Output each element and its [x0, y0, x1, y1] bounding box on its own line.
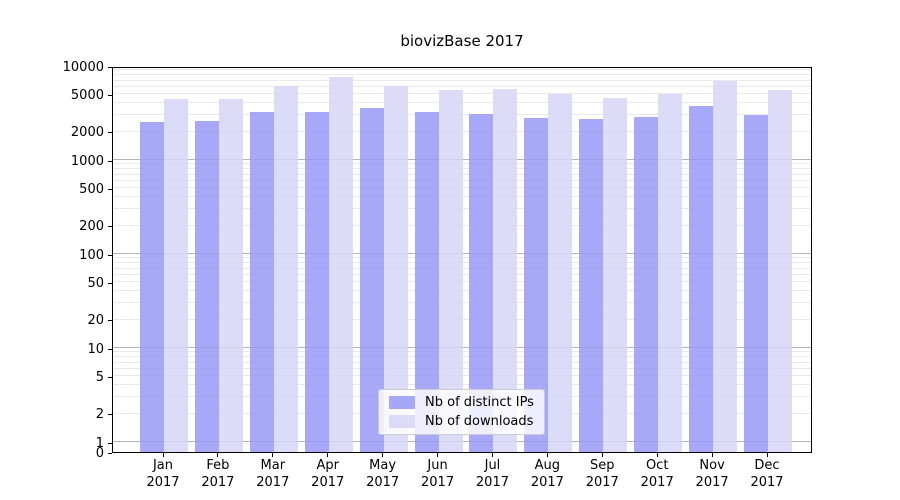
x-tick: [491, 453, 493, 457]
y-tick: [108, 414, 112, 416]
y-tick: [108, 320, 112, 322]
legend-item-distinct-ips: Nb of distinct IPs: [389, 395, 534, 410]
x-tick: [656, 453, 658, 457]
y-tick: [108, 132, 112, 134]
bar-downloads-feb: [218, 99, 243, 452]
gridline-minor: [113, 79, 811, 81]
x-tick-label-mar: Mar 2017: [256, 458, 290, 490]
y-tick-label: 500: [79, 181, 104, 197]
bar-distinct_ips-sep: [579, 118, 604, 452]
y-tick-label: 2: [95, 407, 104, 423]
bar-distinct_ips-nov: [689, 106, 714, 452]
x-tick-label-dec: Dec 2017: [750, 458, 784, 490]
legend-swatch-downloads: [389, 415, 415, 428]
x-tick-label-oct: Oct 2017: [640, 458, 674, 490]
x-tick-label-apr: Apr 2017: [311, 458, 345, 490]
y-tick: [108, 442, 112, 444]
x-tick-label-jul: Jul 2017: [475, 458, 509, 490]
x-tick-label-sep: Sep 2017: [585, 458, 619, 490]
x-tick-label-feb: Feb 2017: [201, 458, 235, 490]
y-tick-label: 5: [95, 369, 104, 385]
y-tick-label: 10000: [62, 59, 104, 75]
x-tick-label-aug: Aug 2017: [530, 458, 564, 490]
legend-label-downloads: Nb of downloads: [425, 414, 534, 429]
chart-title: biovizBase 2017: [400, 32, 524, 50]
y-tick-label: 0: [95, 445, 104, 461]
x-tick: [711, 453, 713, 457]
bar-downloads-oct: [658, 93, 683, 452]
bar-distinct_ips-dec: [744, 115, 768, 452]
legend-swatch-distinct-ips: [389, 396, 415, 409]
x-tick: [327, 453, 329, 457]
gridline-minor: [113, 85, 811, 87]
legend-item-downloads: Nb of downloads: [389, 414, 534, 429]
bar-downloads-dec: [768, 89, 792, 452]
bar-downloads-aug: [548, 94, 573, 452]
x-tick-label-jun: Jun 2017: [421, 458, 455, 490]
y-tick: [108, 254, 112, 256]
bar-downloads-mar: [273, 85, 298, 452]
plot-area: [112, 67, 812, 453]
y-tick-label: 1: [95, 435, 104, 451]
y-tick-label: 1000: [70, 153, 104, 169]
y-tick: [108, 376, 112, 378]
y-tick-label: 5000: [70, 87, 104, 103]
x-tick: [766, 453, 768, 457]
x-tick: [162, 453, 164, 457]
legend-label-distinct-ips: Nb of distinct IPs: [425, 395, 534, 410]
bar-downloads-jan: [164, 98, 188, 452]
x-tick: [217, 453, 219, 457]
bar-distinct_ips-feb: [194, 121, 219, 452]
bar-distinct_ips-oct: [634, 116, 659, 452]
y-tick: [108, 188, 112, 190]
gridline-minor: [113, 69, 811, 71]
y-tick-label: 10: [87, 341, 104, 357]
y-tick-label: 100: [79, 247, 104, 263]
y-tick: [108, 348, 112, 350]
y-tick: [108, 452, 112, 454]
x-tick-label-may: May 2017: [366, 458, 400, 490]
bar-distinct_ips-apr: [304, 112, 329, 452]
bar-downloads-apr: [328, 76, 353, 452]
gridline-minor: [113, 74, 811, 76]
y-tick: [108, 94, 112, 96]
y-tick-label: 50: [87, 275, 104, 291]
bar-downloads-nov: [713, 81, 738, 452]
y-tick: [108, 226, 112, 228]
x-tick-label-jan: Jan 2017: [146, 458, 180, 490]
x-tick: [601, 453, 603, 457]
y-tick-label: 200: [79, 219, 104, 235]
y-tick: [108, 282, 112, 284]
bar-downloads-sep: [603, 98, 628, 452]
bar-distinct_ips-jan: [140, 121, 164, 452]
y-tick-label: 20: [87, 313, 104, 329]
x-tick: [437, 453, 439, 457]
bar-distinct_ips-mar: [249, 111, 274, 452]
x-tick: [382, 453, 384, 457]
legend: Nb of distinct IPs Nb of downloads: [378, 389, 545, 435]
x-tick: [272, 453, 274, 457]
y-tick: [108, 160, 112, 162]
x-tick-label-nov: Nov 2017: [695, 458, 729, 490]
x-tick: [546, 453, 548, 457]
y-tick: [108, 66, 112, 68]
y-tick-label: 2000: [70, 125, 104, 141]
